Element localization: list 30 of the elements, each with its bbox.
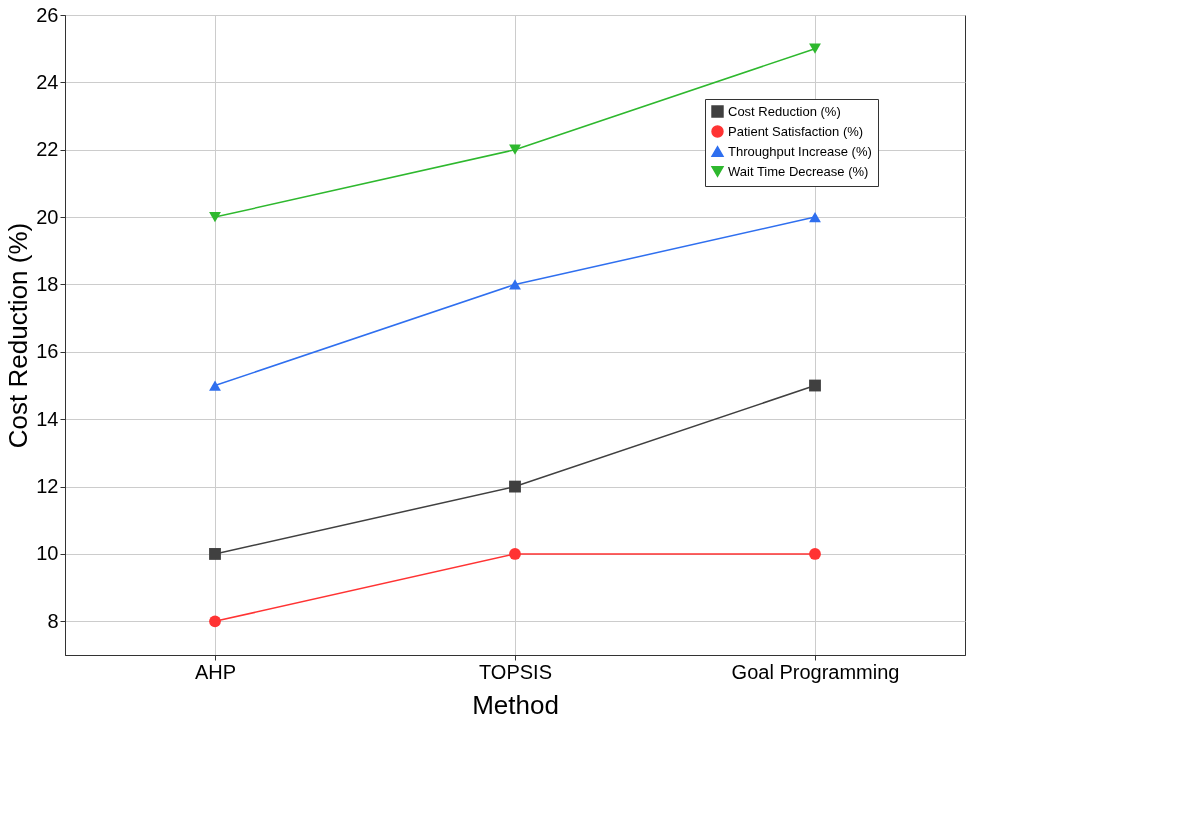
legend-label: Wait Time Decrease (%) [728, 163, 869, 179]
point [809, 548, 821, 560]
x-axis-title: Method [472, 689, 559, 720]
y-tick-label: 8 [47, 609, 59, 632]
y-tick-label: 14 [36, 407, 59, 430]
legend-label: Patient Satisfaction (%) [728, 123, 864, 139]
y-tick-label: 26 [36, 3, 59, 26]
point [809, 379, 821, 392]
legend-label: Cost Reduction (%) [728, 103, 841, 119]
y-tick-label: 10 [36, 542, 59, 565]
x-tick-label: Goal Programming [731, 660, 900, 683]
y-tick-label: 18 [36, 272, 59, 295]
point [209, 615, 221, 628]
x-tick-label: TOPSIS [479, 660, 552, 683]
y-axis-title: Cost Reduction (%) [3, 222, 34, 449]
point [209, 548, 221, 560]
point [809, 211, 821, 223]
point [209, 380, 221, 391]
point [209, 211, 221, 223]
y-tick-label: 12 [36, 475, 59, 498]
point [509, 144, 521, 155]
point [509, 279, 521, 290]
y-tick-label: 22 [36, 138, 59, 161]
legend-label: Throughput Increase (%) [728, 143, 872, 159]
y-tick-label: 16 [36, 340, 59, 363]
y-tick-label: 20 [36, 205, 59, 228]
point [509, 480, 521, 493]
point [509, 548, 521, 560]
y-tick-label: 24 [36, 70, 59, 93]
x-tick-label: AHP [194, 660, 237, 683]
